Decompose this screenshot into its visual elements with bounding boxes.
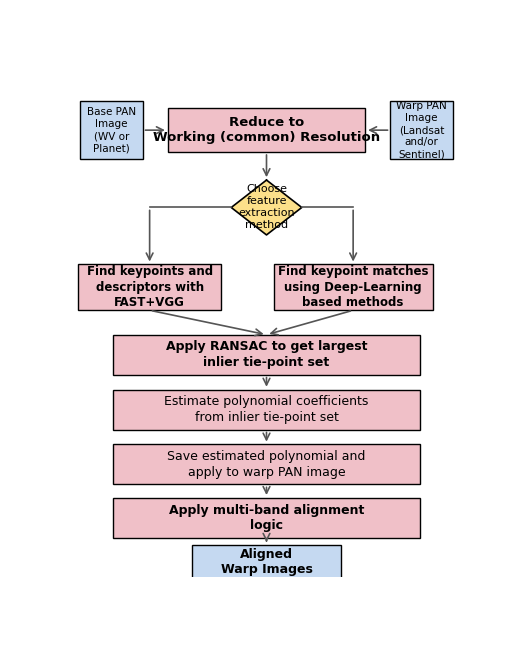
FancyBboxPatch shape [113, 445, 420, 485]
Text: Aligned
Warp Images: Aligned Warp Images [220, 548, 313, 576]
Text: Find keypoint matches
using Deep-Learning
based methods: Find keypoint matches using Deep-Learnin… [278, 265, 428, 309]
FancyBboxPatch shape [192, 545, 341, 579]
FancyBboxPatch shape [274, 264, 433, 310]
Text: Warp PAN
Image
(Landsat
and/or
Sentinel): Warp PAN Image (Landsat and/or Sentinel) [396, 101, 447, 159]
FancyBboxPatch shape [391, 102, 453, 159]
FancyBboxPatch shape [113, 389, 420, 430]
Text: Save estimated polynomial and
apply to warp PAN image: Save estimated polynomial and apply to w… [167, 450, 366, 479]
Text: Estimate polynomial coefficients
from inlier tie-point set: Estimate polynomial coefficients from in… [164, 395, 369, 424]
Text: Find keypoints and
descriptors with
FAST+VGG: Find keypoints and descriptors with FAST… [86, 265, 213, 309]
Text: Apply multi-band alignment
logic: Apply multi-band alignment logic [169, 503, 364, 532]
FancyBboxPatch shape [168, 108, 365, 152]
Text: Base PAN
Image
(WV or
Planet): Base PAN Image (WV or Planet) [87, 107, 136, 153]
Text: Choose
feature
extraction
method: Choose feature extraction method [238, 185, 295, 231]
FancyBboxPatch shape [80, 102, 142, 159]
Text: Apply RANSAC to get largest
inlier tie-point set: Apply RANSAC to get largest inlier tie-p… [166, 340, 367, 369]
Polygon shape [231, 180, 302, 235]
FancyBboxPatch shape [113, 335, 420, 375]
FancyBboxPatch shape [113, 498, 420, 538]
FancyBboxPatch shape [78, 264, 221, 310]
Text: Reduce to
Working (common) Resolution: Reduce to Working (common) Resolution [153, 116, 380, 145]
